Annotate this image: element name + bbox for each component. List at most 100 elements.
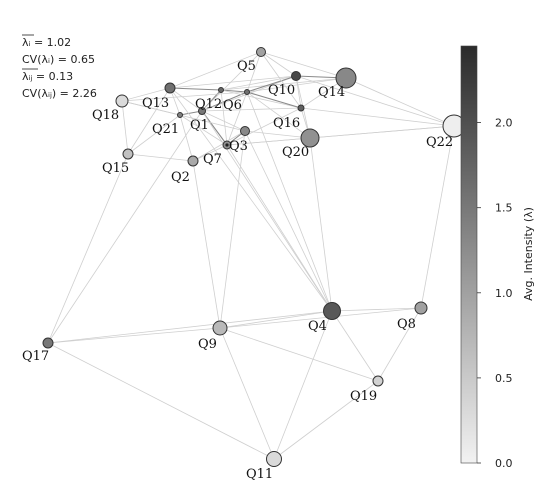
- edge-q3-q2: [192, 144, 228, 162]
- edge-q6-q10: [246, 75, 297, 93]
- edge-q1-q13: [169, 87, 203, 112]
- colorbar-tick-label: 0.5: [495, 372, 513, 385]
- node-q3-core: [225, 143, 229, 147]
- node-q21[interactable]: [177, 112, 183, 118]
- node-q8[interactable]: [414, 301, 428, 315]
- edge-q8-q9: [219, 307, 422, 329]
- colorbar-ticks: 0.0 0.5 1.0 1.5 2.0: [477, 117, 513, 470]
- edge-q17-q1: [47, 110, 203, 344]
- node-q13[interactable]: [164, 82, 176, 94]
- stat-cv-node: CV(λᵢ) = 0.65: [22, 53, 95, 66]
- node-q15[interactable]: [122, 148, 134, 160]
- colorbar-gradient: [460, 45, 478, 464]
- edge-q6-q20: [246, 91, 311, 139]
- node-q18[interactable]: [115, 94, 129, 108]
- edge-q17-q11: [47, 342, 275, 460]
- node-label-q18: Q18: [92, 108, 119, 123]
- node-q1[interactable]: [198, 107, 206, 115]
- edge-q6-q16: [246, 91, 302, 109]
- edge-q12-q6: [220, 89, 248, 93]
- node-label-q20: Q20: [282, 145, 309, 160]
- node-label-q11: Q11: [246, 467, 273, 482]
- colorbar-title: Avg. Intensity (λ): [522, 207, 535, 301]
- node-layer: [42, 47, 466, 467]
- edge-q21-q15: [127, 114, 181, 155]
- node-label-q14: Q14: [318, 85, 345, 100]
- edge-q1-q16: [201, 107, 302, 112]
- node-q12[interactable]: [218, 87, 224, 93]
- edge-q4-q13: [169, 87, 333, 312]
- node-label-q19: Q19: [350, 389, 377, 404]
- edge-q10-q5: [260, 51, 297, 77]
- edge-q2-q15: [127, 153, 194, 162]
- node-label-q22: Q22: [426, 135, 453, 150]
- edge-q7-q2: [192, 130, 246, 162]
- node-q7[interactable]: [240, 126, 250, 136]
- edge-q14-q5: [260, 51, 347, 79]
- edge-q18-q15: [121, 100, 129, 155]
- edge-q13-q15: [127, 87, 171, 155]
- node-label-q9: Q9: [198, 337, 217, 352]
- edge-q8-q19: [377, 307, 422, 382]
- stat-cv-edge: CV(λᵢⱼ) = 2.26: [22, 87, 97, 100]
- node-q16[interactable]: [297, 104, 305, 112]
- edge-q18-q7: [121, 100, 246, 132]
- edge-q9-q11: [219, 327, 275, 460]
- colorbar: 0.0 0.5 1.0 1.5 2.0 Avg. Intensity (λ): [460, 45, 535, 470]
- edge-q7-q9: [219, 130, 246, 329]
- edge-q4-q8: [331, 307, 422, 312]
- edge-q20-q22: [309, 125, 455, 139]
- edge-q10-q22: [295, 75, 455, 127]
- colorbar-tick-label: 0.0: [495, 457, 513, 470]
- node-label-q1: Q1: [190, 118, 209, 133]
- node-q11[interactable]: [266, 451, 282, 467]
- edge-q18-q6: [121, 91, 248, 102]
- edge-q8-q22: [420, 125, 455, 309]
- node-label-q3: Q3: [229, 139, 248, 154]
- edge-q4-q6: [246, 91, 333, 312]
- node-q9[interactable]: [212, 320, 228, 336]
- node-label-q6: Q6: [223, 98, 242, 113]
- edge-q20-q4: [309, 137, 333, 312]
- edge-q3-q16: [226, 107, 302, 146]
- node-label-q4: Q4: [308, 319, 327, 334]
- node-q6[interactable]: [244, 89, 250, 95]
- edge-q17-q4: [47, 310, 333, 344]
- node-q2[interactable]: [187, 155, 199, 167]
- edge-q12-q13: [169, 87, 222, 91]
- node-label-q21: Q21: [152, 122, 179, 137]
- edge-q6-q5: [246, 51, 262, 93]
- edge-q5-q16: [260, 51, 302, 109]
- stats-block: λᵢ = 1.02 CV(λᵢ) = 0.65 λᵢⱼ = 0.13 CV(λᵢ…: [22, 34, 97, 100]
- label-layer: Q1 Q2 Q3 Q4 Q5 Q6 Q7 Q8 Q9 Q10 Q11 Q12 Q13 Q14 Q15 Q16 Q…: [22, 59, 453, 482]
- edge-q13-q10: [169, 75, 297, 89]
- edge-q21-q3: [179, 114, 228, 146]
- node-q20[interactable]: [300, 128, 320, 148]
- node-label-q13: Q13: [142, 96, 169, 111]
- node-q10[interactable]: [291, 71, 301, 81]
- node-q5[interactable]: [256, 47, 266, 57]
- edge-q4-q11: [273, 310, 333, 460]
- edge-q6-q14: [246, 77, 347, 93]
- node-q4[interactable]: [323, 302, 341, 320]
- edge-q4-q19: [331, 310, 379, 382]
- colorbar-tick-label: 1.0: [495, 287, 513, 300]
- node-q17[interactable]: [42, 337, 54, 349]
- edge-q14-q22: [345, 77, 455, 127]
- edge-q13-q5: [169, 51, 262, 89]
- node-label-q12: Q12: [195, 97, 222, 112]
- node-label-q16: Q16: [273, 116, 300, 131]
- edge-q6-q3: [226, 91, 248, 146]
- edge-q9-q17: [47, 327, 221, 344]
- edge-q12-q10: [220, 75, 297, 91]
- edge-q3-q4: [226, 144, 333, 312]
- node-q14[interactable]: [335, 67, 357, 89]
- edge-q1-q7: [201, 110, 246, 132]
- edge-layer: [47, 51, 455, 460]
- edge-q9-q19: [219, 327, 379, 382]
- edge-q12-q3: [220, 89, 228, 146]
- node-q19[interactable]: [372, 375, 384, 387]
- edge-q1-q3: [201, 110, 228, 146]
- edge-q4-q9: [219, 310, 333, 329]
- edge-q2-q9: [192, 160, 221, 329]
